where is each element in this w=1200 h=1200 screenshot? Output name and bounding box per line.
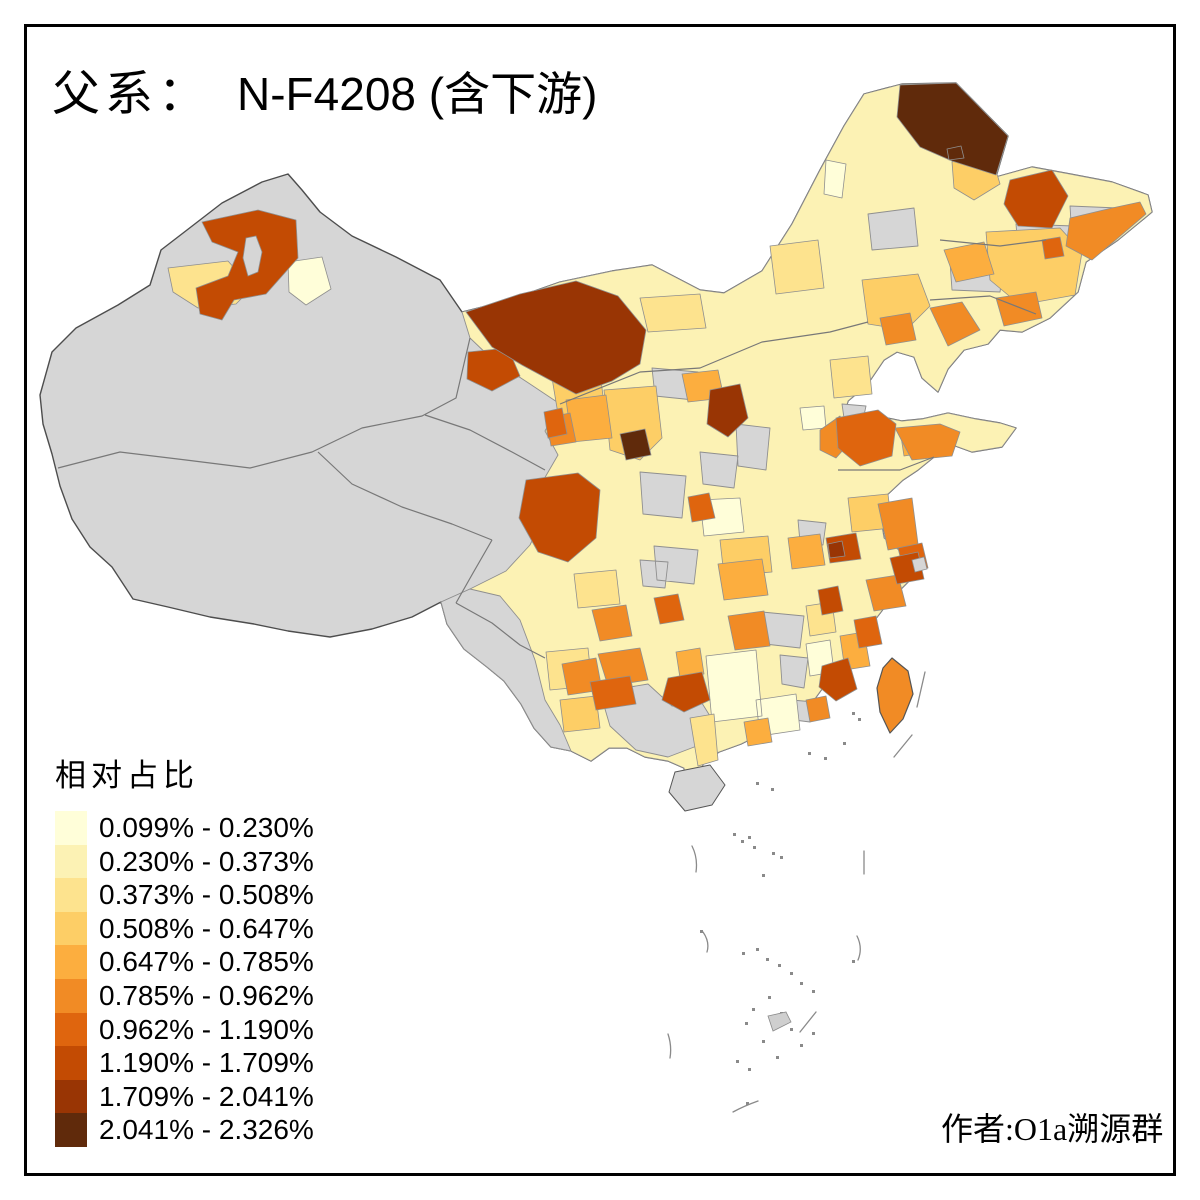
legend-row: 2.041% - 2.326% [55, 1113, 314, 1147]
legend-row: 0.785% - 0.962% [55, 978, 314, 1013]
legend-label: 0.962% - 1.190% [99, 1013, 314, 1045]
legend-rows: 0.099% - 0.230% 0.230% - 0.373% 0.373% -… [55, 811, 314, 1147]
title-prefix: 父系： [52, 68, 212, 121]
legend-label: 0.373% - 0.508% [99, 879, 314, 911]
bin6-regions [543, 236, 1065, 711]
sea-boundary-dashes [667, 671, 926, 1113]
south-sea-islet-blob [767, 1011, 792, 1032]
legend-label: 0.099% - 0.230% [99, 812, 314, 843]
legend-row: 0.962% - 1.190% [55, 1012, 314, 1047]
legend-swatch [55, 1012, 87, 1047]
legend-label: 1.190% - 1.709% [99, 1047, 314, 1079]
taiwan-island [876, 657, 914, 734]
legend-swatch [55, 945, 87, 979]
legend-label: 2.041% - 2.326% [99, 1114, 314, 1146]
legend-label: 1.709% - 2.041% [99, 1080, 314, 1112]
hainan-island [668, 764, 726, 812]
legend-swatch [55, 1046, 87, 1080]
legend-row: 0.230% - 0.373% [55, 844, 314, 879]
attribution: 作者:O1a溯源群 [941, 1111, 1164, 1147]
legend-title: 相对占比 [55, 758, 199, 793]
legend-swatch [55, 978, 87, 1013]
legend-swatch [55, 811, 87, 845]
legend-row: 1.709% - 2.041% [55, 1079, 314, 1114]
province-borders [57, 239, 1047, 659]
lake-and-city-gray-specks [242, 235, 928, 573]
legend-swatch [55, 1113, 87, 1147]
legend-swatch [55, 844, 87, 879]
bin8-regions [465, 280, 846, 559]
legend-label: 0.230% - 0.373% [99, 845, 314, 877]
legend-label: 0.508% - 0.647% [99, 912, 314, 944]
title-haplogroup: N-F4208 (含下游) [237, 68, 598, 120]
legend-swatch [55, 911, 87, 946]
legend-swatch [55, 878, 87, 912]
legend-row: 1.190% - 1.709% [55, 1046, 314, 1080]
legend-row: 0.647% - 0.785% [55, 945, 314, 979]
south-sea-islets [700, 712, 861, 1105]
map-title: 父系： N-F4208 (含下游) [52, 54, 597, 124]
legend: 相对占比 0.099% - 0.230% 0.230% - 0.373% 0.3… [55, 750, 314, 1147]
legend-row: 0.099% - 0.230% [55, 811, 314, 845]
legend-label: 0.785% - 0.962% [99, 979, 314, 1011]
legend-label: 0.647% - 0.785% [99, 946, 314, 978]
bin7-regions [195, 169, 1069, 713]
legend-swatch [55, 1079, 87, 1114]
bin9-regions [619, 82, 1009, 461]
legend-row: 0.508% - 0.647% [55, 911, 314, 946]
legend-row: 0.373% - 0.508% [55, 878, 314, 912]
